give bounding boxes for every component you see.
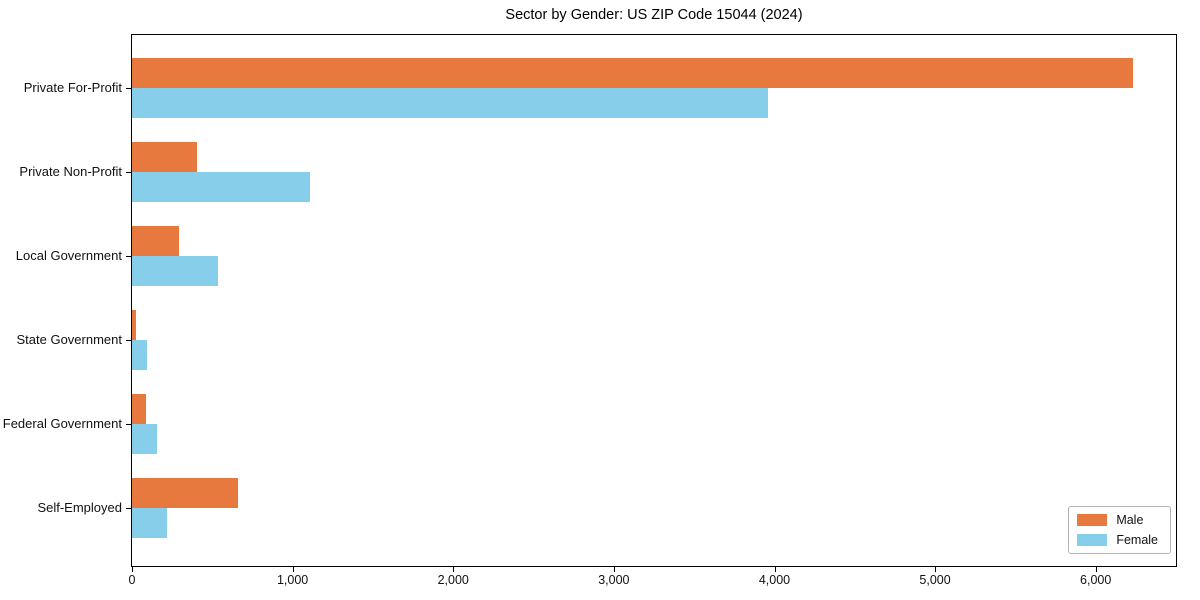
y-tick-label: Local Government xyxy=(15,248,122,263)
bar-female-1 xyxy=(132,172,310,202)
x-tick-mark xyxy=(935,567,937,572)
bar-female-2 xyxy=(132,256,218,286)
chart-title: Sector by Gender: US ZIP Code 15044 (202… xyxy=(505,7,803,23)
bar-male-4 xyxy=(132,394,146,424)
y-tick-mark xyxy=(126,340,131,341)
bar-male-2 xyxy=(132,226,180,256)
y-tick-label: Self-Employed xyxy=(37,500,122,515)
y-tick-label: Private For-Profit xyxy=(23,80,122,95)
y-tick-mark xyxy=(126,256,131,257)
x-tick-label: 5,000 xyxy=(919,573,951,587)
legend-entry-female: Female xyxy=(1077,533,1158,547)
x-tick-label: 3,000 xyxy=(598,573,630,587)
x-tick-mark xyxy=(292,567,294,572)
x-tick-mark xyxy=(132,567,133,572)
x-tick-mark xyxy=(613,567,615,572)
y-tick-mark xyxy=(126,172,131,173)
legend-label: Female xyxy=(1116,533,1158,547)
y-tick-mark xyxy=(126,424,131,425)
bar-female-0 xyxy=(132,88,768,118)
x-tick-label: 6,000 xyxy=(1080,573,1112,587)
bar-female-4 xyxy=(132,424,157,454)
bar-female-3 xyxy=(132,340,148,370)
x-tick-label: 2,000 xyxy=(437,573,469,587)
x-tick-mark xyxy=(453,567,455,572)
legend-swatch-icon xyxy=(1077,514,1108,526)
plot-area: Male Female xyxy=(126,34,1177,572)
bar-male-0 xyxy=(132,58,1133,88)
bar-female-5 xyxy=(132,508,168,538)
y-tick-mark xyxy=(126,88,131,89)
x-tick-mark xyxy=(774,567,776,572)
y-tick-label: Private Non-Profit xyxy=(19,164,122,179)
y-tick-mark xyxy=(126,508,131,509)
x-tick-mark xyxy=(1095,567,1097,572)
y-tick-label: State Government xyxy=(16,332,123,347)
bar-male-5 xyxy=(132,478,238,508)
x-tick-label: 4,000 xyxy=(758,573,791,587)
x-tick-label: 1,000 xyxy=(276,573,309,587)
bar-male-3 xyxy=(132,310,136,340)
x-tick-label: 0 xyxy=(128,573,136,587)
legend-swatch-icon xyxy=(1077,534,1108,546)
bar-male-1 xyxy=(132,142,197,172)
y-tick-label: Federal Government xyxy=(2,416,122,431)
legend: Male Female xyxy=(1068,506,1171,554)
legend-label: Male xyxy=(1116,513,1144,527)
legend-entry-male: Male xyxy=(1077,513,1158,527)
